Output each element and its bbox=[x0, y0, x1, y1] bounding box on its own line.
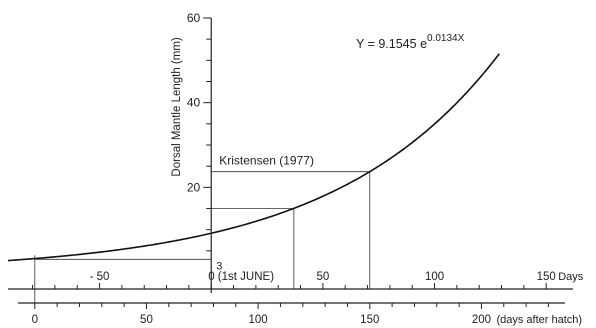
equation-label: Y = 9.1545 e0.0134X bbox=[356, 33, 465, 51]
x-axis-bottom: (days after hatch) 0 50 100 150 200 bbox=[18, 302, 582, 326]
y-axis-label: Dorsal Mantle Length (mm) bbox=[171, 37, 183, 176]
x-top-tick-label: 150 bbox=[537, 271, 556, 283]
equation-text: Y = 9.1545 e0.0134X bbox=[356, 33, 465, 51]
x-top-tick-label: 100 bbox=[425, 271, 444, 283]
x-bottom-tick-label: 50 bbox=[140, 314, 153, 326]
guide-lines bbox=[34, 171, 371, 303]
x-top-tick-label: 0 (1st JUNE) bbox=[208, 271, 274, 283]
x-bottom-tick-label: 0 bbox=[32, 314, 38, 326]
equation-exponent: 0.0134X bbox=[427, 33, 465, 44]
y-axis: Dorsal Mantle Length (mm) 20 40 60 bbox=[171, 11, 212, 293]
y-tick-label: 60 bbox=[187, 11, 201, 25]
x-top-tick-label: 50 bbox=[316, 271, 329, 283]
curve-layer bbox=[7, 53, 500, 262]
x-bottom-tick-label: 150 bbox=[360, 314, 379, 326]
hatch-length-label: 3 bbox=[216, 260, 222, 272]
equation-prefix: Y = 9.1545 e bbox=[356, 37, 427, 51]
x-axis-top-unit-label: Days bbox=[558, 271, 584, 283]
annotations: Kristensen (1977) 3 bbox=[216, 154, 314, 273]
x-axis-top: Days - 50 0 (1st JUNE) 50 100 150 bbox=[8, 271, 584, 290]
y-tick-label: 40 bbox=[187, 96, 201, 110]
x-bottom-tick-label: 200 bbox=[472, 314, 491, 326]
growth-curve bbox=[7, 53, 500, 262]
x-top-tick-label: - 50 bbox=[90, 271, 110, 283]
kristensen-label: Kristensen (1977) bbox=[219, 154, 314, 168]
x-bottom-tick-label: 100 bbox=[249, 314, 268, 326]
x-axis-bottom-unit-label: (days after hatch) bbox=[496, 314, 582, 326]
y-tick-label: 20 bbox=[187, 180, 201, 194]
